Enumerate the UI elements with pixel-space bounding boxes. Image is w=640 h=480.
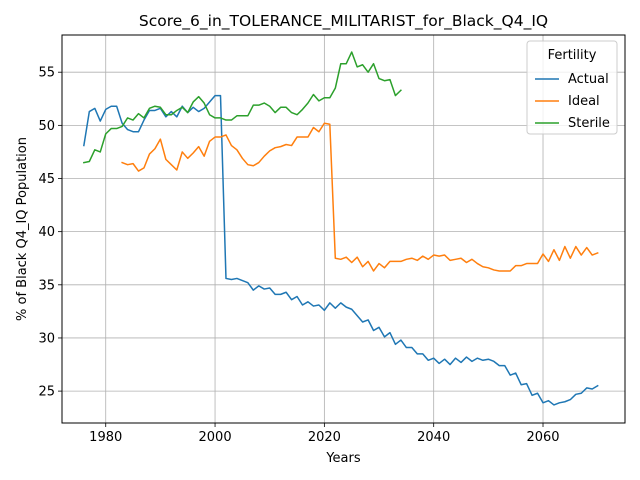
x-tick-label: 2060 [526,430,559,445]
chart-title: Score_6_in_TOLERANCE_MILITARIST_for_Blac… [139,12,548,31]
series-line-actual [83,94,599,406]
axis-ticks: 1980 2000 2020 2040 2060 25 30 35 40 45 50 55 [38,66,559,445]
x-axis-label: Years [325,451,361,466]
legend-title: Fertility [548,48,597,63]
plot-frame [61,34,626,424]
x-tick-label: 2020 [308,430,341,445]
x-tick-label: 2040 [417,430,450,445]
y-axis-label: % of Black Q4_IQ Population [15,137,30,321]
y-tick-label: 40 [38,225,55,240]
legend: Fertility Actual Ideal Sterile [526,40,618,135]
y-tick-label: 55 [38,66,55,81]
y-tick-label: 35 [38,278,55,293]
y-tick-label: 25 [38,385,55,400]
legend-box [526,40,618,135]
series-lines [82,51,599,406]
y-tick-label: 30 [38,331,55,346]
legend-label-ideal: Ideal [568,94,600,109]
legend-label-actual: Actual [568,72,609,87]
x-tick-label: 2000 [199,430,232,445]
y-tick-label: 50 [38,119,55,134]
legend-label-sterile: Sterile [568,116,610,131]
series-line-sterile [82,51,402,164]
y-tick-label: 45 [38,172,55,187]
series-line-ideal [121,122,599,272]
x-tick-label: 1980 [89,430,122,445]
